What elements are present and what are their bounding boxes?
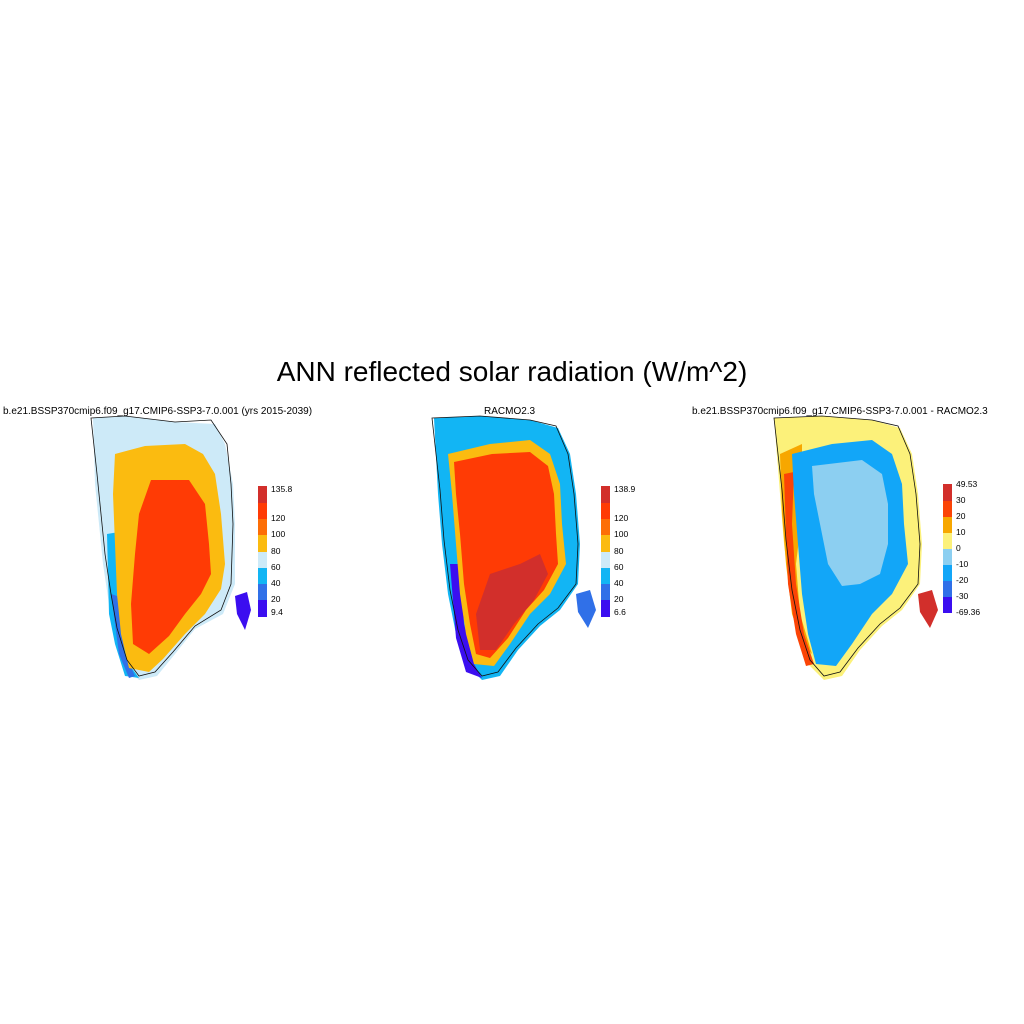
colorbar-segment (258, 518, 267, 536)
colorbar-tick-label: 49.53 (956, 478, 978, 489)
colorbar-tick-label: 0 (956, 542, 961, 553)
greenland-map-model (90, 415, 251, 680)
colorbar-segment (943, 596, 952, 613)
colorbar-segment (943, 548, 952, 565)
colorbar-segment (258, 502, 267, 519)
colorbar-segment (943, 516, 952, 533)
colorbar-segment (601, 502, 610, 519)
colorbar-segment (601, 567, 610, 584)
colorbar-segment (943, 484, 952, 501)
panel-1-map (85, 414, 255, 684)
colorbar-tick-label: -20 (956, 574, 969, 585)
panel-3-title: b.e21.BSSP370cmip6.f09_g17.CMIP6-SSP3-7.… (692, 406, 988, 417)
colorbar-segment (258, 567, 267, 584)
map-island (576, 590, 596, 628)
colorbar-segment (601, 583, 610, 601)
colorbar-tick-label: 80 (614, 545, 624, 556)
panel-1-title: b.e21.BSSP370cmip6.f09_g17.CMIP6-SSP3-7.… (3, 406, 313, 417)
colorbar-tick-label: 60 (271, 561, 281, 572)
colorbar-tick-label: 40 (614, 578, 624, 588)
map-region-max (476, 554, 548, 650)
figure-title: ANN reflected solar radiation (W/m^2) (276, 356, 748, 387)
colorbar-tick-label: 10 (956, 526, 966, 537)
colorbar-segment (258, 534, 267, 552)
colorbar-tick-label: 60 (614, 561, 624, 572)
colorbar-segment (601, 518, 610, 536)
colorbar-tick-label: 120 (614, 513, 629, 523)
map-island (918, 590, 938, 628)
panel-3-colorbar: -69.36 -30 -20 -10 0 10 20 30 49.53 (943, 479, 1013, 616)
map-coast-violet (450, 564, 482, 678)
map-region-0-neg-10 (812, 460, 888, 586)
colorbar-tick-label: 6.6 (614, 606, 626, 617)
colorbar-tick-label: 30 (956, 494, 966, 505)
colorbar-tick-label: 135.8 (271, 483, 293, 494)
map-region-100-120 (131, 480, 211, 654)
map-coastline (90, 415, 234, 677)
colorbar-tick-label: 20 (956, 510, 966, 521)
colorbar-segment (601, 486, 610, 503)
map-coast-red (784, 472, 814, 666)
colorbar-segment (601, 599, 610, 617)
colorbar-tick-label: 100 (614, 529, 629, 540)
colorbar-tick-label: 20 (614, 594, 624, 605)
map-coastline (431, 415, 579, 677)
colorbar-segment (943, 532, 952, 549)
colorbar-segment (943, 500, 952, 517)
colorbar-segment (258, 551, 267, 568)
panel-2-title: RACMO2.3 (484, 406, 536, 417)
colorbar-tick-label: 40 (271, 578, 281, 588)
map-coastline (773, 415, 921, 677)
colorbar-segment (258, 486, 267, 503)
colorbar-segment (601, 534, 610, 552)
panel-2-map (430, 414, 600, 684)
colorbar-tick-label: 80 (271, 545, 281, 556)
colorbar-tick-label: 138.9 (614, 483, 636, 494)
greenland-map-difference (773, 415, 938, 680)
colorbar-segment (258, 583, 267, 601)
colorbar-tick-label: -69.36 (956, 606, 981, 617)
colorbar-tick-label: 120 (271, 513, 286, 523)
colorbar-tick-label: 100 (271, 529, 286, 540)
map-coast-blue (107, 532, 139, 678)
colorbar-segment (943, 580, 952, 597)
panel-1-colorbar: 9.4 20 40 60 80 100 120 135.8 (258, 483, 328, 617)
panel-2-colorbar: 6.6 20 40 60 80 100 120 138.9 (601, 483, 671, 617)
map-coast-darkblue (111, 594, 135, 678)
panel-3-map (772, 414, 942, 684)
colorbar-segment (601, 551, 610, 568)
colorbar-tick-label: 9.4 (271, 606, 283, 617)
colorbar-tick-label: 20 (271, 594, 281, 605)
colorbar-tick-label: -30 (956, 590, 969, 601)
colorbar-segment (258, 599, 267, 617)
map-island (235, 592, 251, 630)
greenland-map-racmo (431, 415, 596, 680)
colorbar-tick-label: -10 (956, 558, 969, 569)
colorbar-segment (943, 564, 952, 581)
